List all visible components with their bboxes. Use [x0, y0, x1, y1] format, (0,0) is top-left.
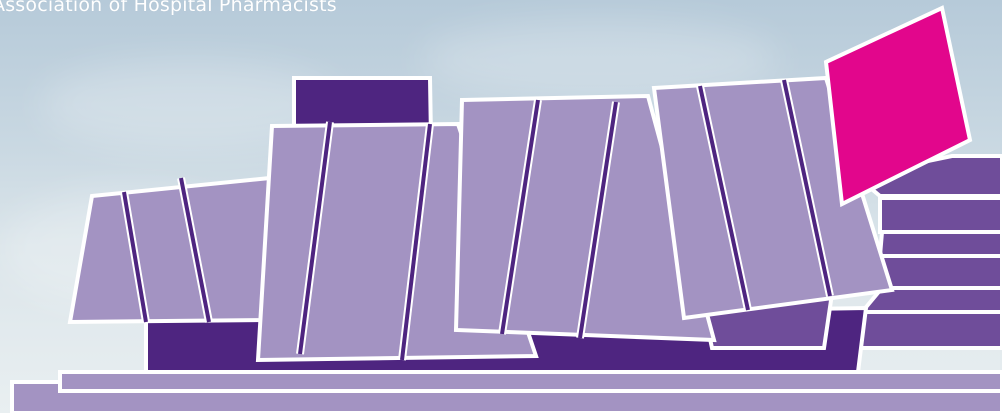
right-stack-book-4: [851, 154, 1002, 198]
right-stack-book-5: [857, 286, 1002, 314]
right-stack-book-2: [875, 252, 1002, 290]
book-left: [67, 175, 273, 325]
spine-band: [179, 177, 211, 323]
base-layer-top: [58, 370, 1002, 393]
spine-band: [298, 121, 332, 355]
spine-band: [578, 101, 618, 339]
magenta-book: [823, 5, 973, 208]
spine-band: [400, 123, 432, 361]
book-center: [453, 93, 717, 343]
spine-band: [122, 191, 148, 323]
organization-name: Association of Hospital Pharmacists: [0, 0, 337, 16]
spine-band: [782, 79, 832, 297]
spine-band: [698, 85, 750, 311]
right-stack-book-3: [878, 196, 1002, 234]
right-stack-book-1: [849, 308, 1002, 350]
spine-band: [500, 99, 540, 335]
right-stack-book-6: [877, 230, 1002, 258]
